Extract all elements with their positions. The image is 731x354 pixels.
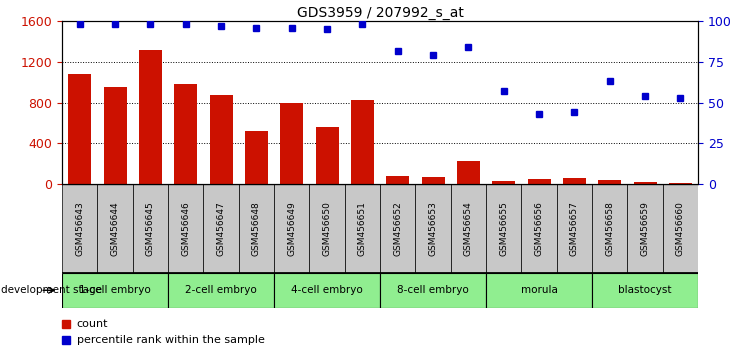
Bar: [345, 184, 380, 273]
Bar: [174, 84, 197, 184]
Bar: [521, 184, 557, 273]
Bar: [139, 50, 162, 184]
Bar: [422, 177, 444, 184]
Text: GSM456643: GSM456643: [75, 201, 84, 256]
Bar: [133, 184, 168, 273]
Bar: [280, 103, 303, 184]
Bar: [598, 179, 621, 184]
Text: GSM456649: GSM456649: [287, 201, 296, 256]
Bar: [492, 181, 515, 184]
Bar: [245, 131, 268, 184]
Text: GSM456652: GSM456652: [393, 201, 402, 256]
Bar: [203, 184, 239, 273]
Text: morula: morula: [520, 285, 558, 295]
Bar: [351, 99, 374, 184]
Text: GSM456651: GSM456651: [358, 201, 367, 256]
Title: GDS3959 / 207992_s_at: GDS3959 / 207992_s_at: [297, 6, 463, 20]
Bar: [62, 273, 168, 308]
Bar: [634, 182, 656, 184]
Bar: [669, 183, 692, 184]
Text: GSM456653: GSM456653: [428, 201, 438, 256]
Bar: [274, 273, 380, 308]
Bar: [62, 184, 97, 273]
Text: GSM456660: GSM456660: [676, 201, 685, 256]
Bar: [451, 184, 486, 273]
Text: GSM456645: GSM456645: [146, 201, 155, 256]
Text: 8-cell embryo: 8-cell embryo: [397, 285, 469, 295]
Bar: [415, 184, 451, 273]
Bar: [380, 184, 415, 273]
Bar: [627, 184, 663, 273]
Text: GSM456644: GSM456644: [110, 201, 120, 256]
Text: percentile rank within the sample: percentile rank within the sample: [77, 335, 265, 345]
Text: GSM456656: GSM456656: [534, 201, 544, 256]
Bar: [486, 184, 521, 273]
Text: GSM456659: GSM456659: [640, 201, 650, 256]
Bar: [663, 184, 698, 273]
Bar: [316, 127, 338, 184]
Text: GSM456647: GSM456647: [216, 201, 226, 256]
Bar: [528, 179, 550, 184]
Text: GSM456648: GSM456648: [252, 201, 261, 256]
Text: development stage: development stage: [1, 285, 102, 295]
Text: GSM456646: GSM456646: [181, 201, 190, 256]
Bar: [274, 184, 309, 273]
Bar: [239, 184, 274, 273]
Bar: [592, 273, 698, 308]
Text: GSM456650: GSM456650: [322, 201, 332, 256]
Text: blastocyst: blastocyst: [618, 285, 672, 295]
Text: GSM456658: GSM456658: [605, 201, 614, 256]
Text: GSM456655: GSM456655: [499, 201, 508, 256]
Bar: [563, 178, 586, 184]
Bar: [386, 176, 409, 184]
Text: GSM456654: GSM456654: [464, 201, 473, 256]
Bar: [210, 95, 232, 184]
Bar: [168, 184, 203, 273]
Bar: [380, 273, 486, 308]
Text: 1-cell embryo: 1-cell embryo: [79, 285, 151, 295]
Text: count: count: [77, 319, 108, 329]
Text: 2-cell embryo: 2-cell embryo: [185, 285, 257, 295]
Bar: [68, 74, 91, 184]
Bar: [97, 184, 133, 273]
Bar: [457, 161, 480, 184]
Bar: [104, 87, 126, 184]
Bar: [168, 273, 274, 308]
Text: GSM456657: GSM456657: [570, 201, 579, 256]
Bar: [309, 184, 345, 273]
Bar: [486, 273, 592, 308]
Bar: [557, 184, 592, 273]
Bar: [592, 184, 627, 273]
Text: 4-cell embryo: 4-cell embryo: [291, 285, 363, 295]
